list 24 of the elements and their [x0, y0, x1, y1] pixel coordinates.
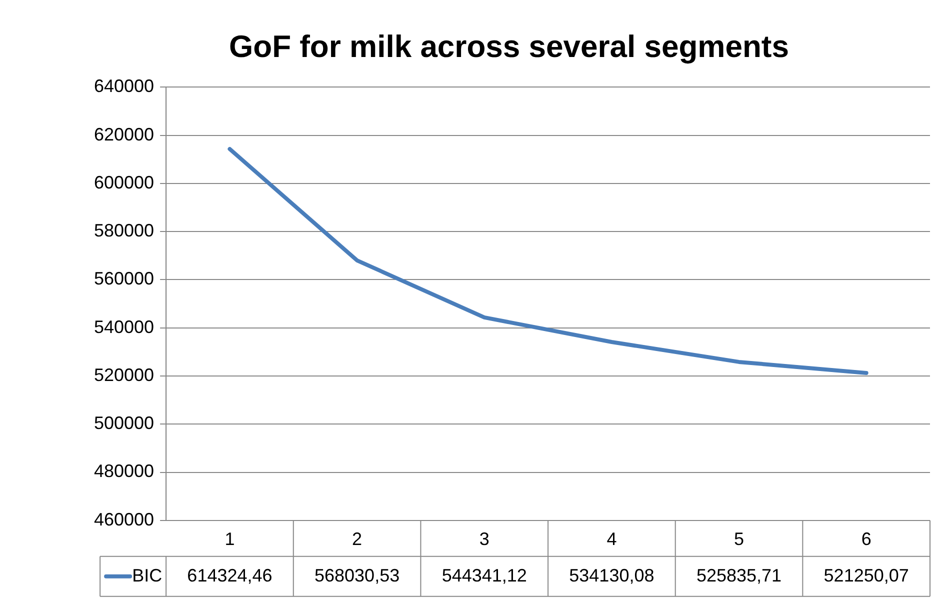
data-label: 534130,08	[569, 565, 654, 586]
y-tick-label: 500000	[94, 413, 154, 434]
y-tick-label: 460000	[94, 509, 154, 530]
y-tick-label: 620000	[94, 124, 154, 144]
x-tick-label: 6	[861, 529, 872, 550]
x-tick-label: 4	[606, 529, 617, 550]
x-tick-label: 1	[224, 529, 235, 550]
y-tick-label: 560000	[94, 268, 154, 289]
y-tick-label: 580000	[94, 220, 154, 241]
legend-label: BIC	[132, 565, 162, 586]
data-label: 521250,07	[824, 565, 909, 586]
data-label: 525835,71	[696, 565, 782, 586]
x-tick-label: 2	[352, 529, 362, 550]
chart-title: GoF for milk across several segments	[229, 29, 789, 64]
y-tick-label: 520000	[94, 364, 154, 385]
y-tick-label: 640000	[94, 76, 154, 96]
y-tick-label: 540000	[94, 316, 154, 337]
data-label: 614324,46	[187, 565, 272, 586]
data-label: 568030,53	[314, 565, 400, 586]
data-label: 544341,12	[442, 565, 527, 586]
x-tick-label: 5	[734, 529, 744, 550]
y-tick-label: 480000	[94, 461, 154, 482]
y-tick-label: 600000	[94, 172, 154, 192]
x-tick-label: 3	[479, 529, 490, 550]
